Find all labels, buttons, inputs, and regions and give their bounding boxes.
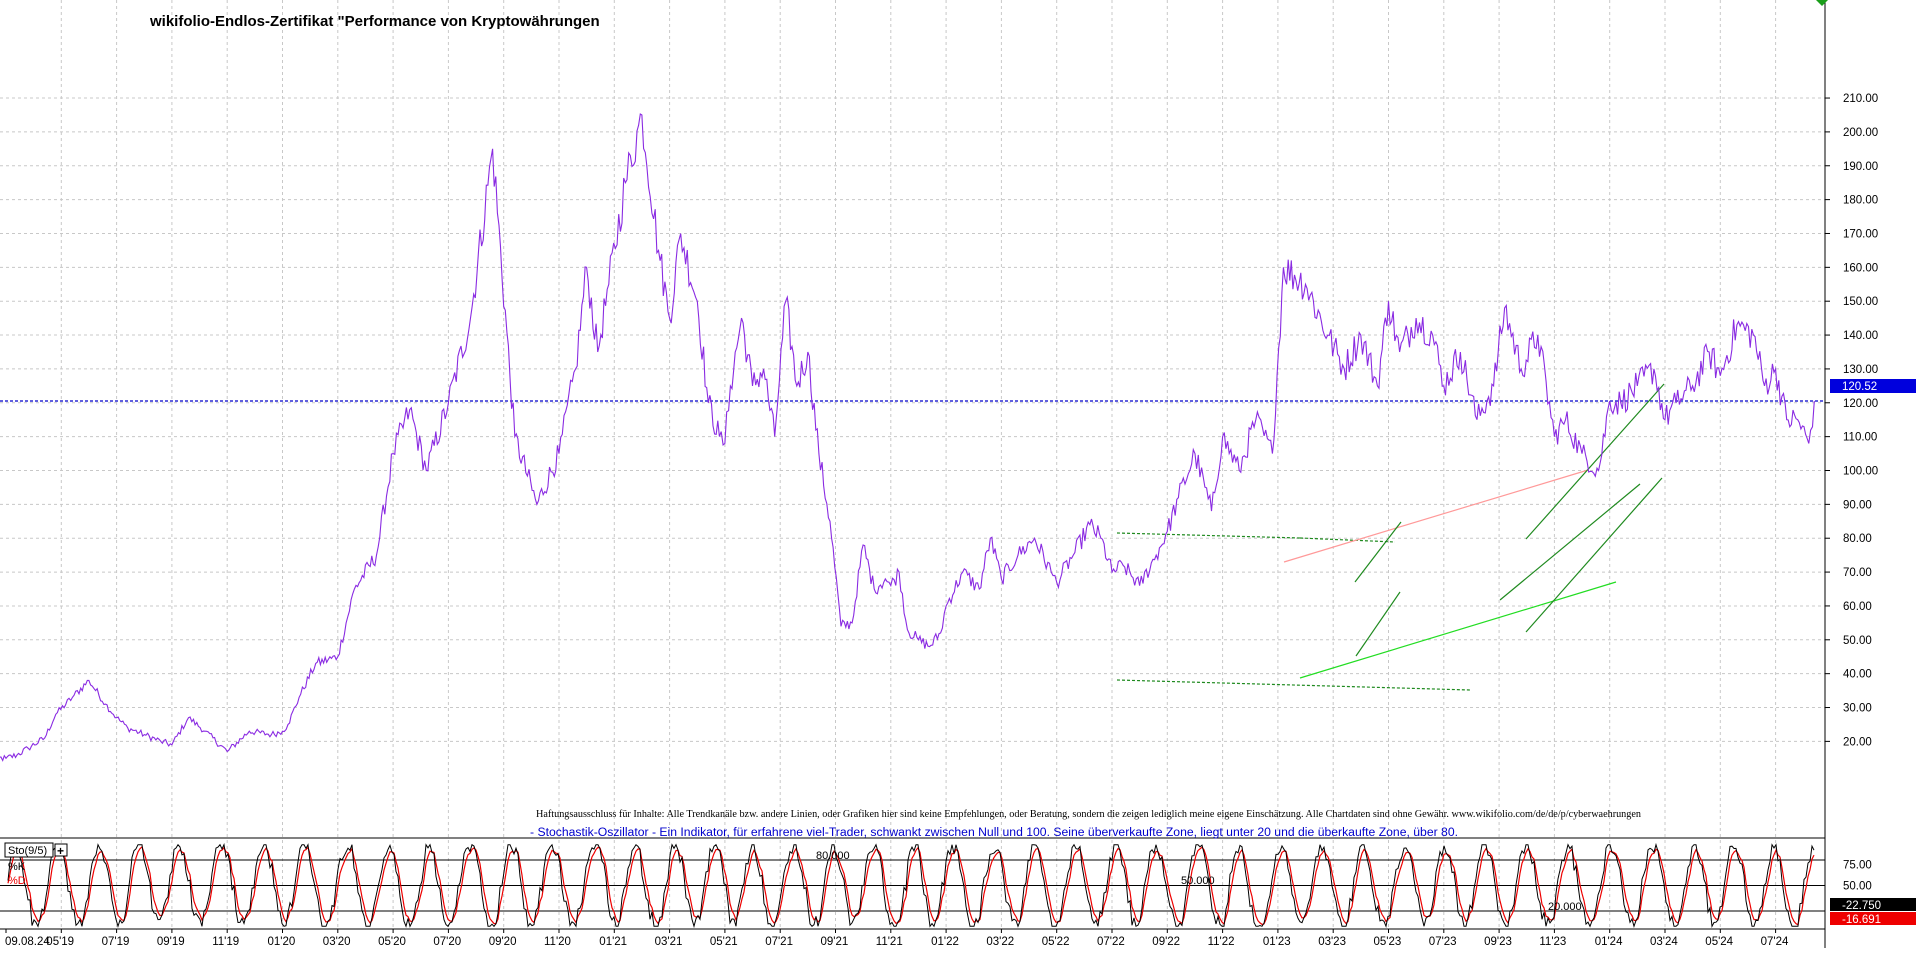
y-tick-label: 180.00	[1843, 195, 1878, 207]
y-tick-label: 90.00	[1843, 499, 1872, 511]
y-tick-label: 140.00	[1843, 330, 1878, 342]
x-tick-label: 01'21	[599, 936, 627, 948]
y-tick-label: 80.00	[1843, 533, 1872, 545]
y-tick-label: 170.00	[1843, 228, 1878, 240]
indicator-label: Sto(9/5)	[8, 845, 47, 857]
current-price-badge	[1830, 379, 1916, 393]
x-tick-label: 01'24	[1595, 936, 1623, 948]
x-tick-label: 11'19	[212, 936, 239, 948]
x-tick-label: 03'23	[1318, 936, 1346, 948]
y-tick-label: 60.00	[1843, 601, 1872, 613]
y-tick-label: 120.00	[1843, 398, 1878, 410]
channel-lower-dashed	[1116, 679, 1471, 691]
x-tick-label: 11'21	[876, 936, 903, 948]
stochastic-note: - Stochastik-Oszillator - Ein Indikator,…	[530, 827, 1458, 839]
channel-green-4	[1525, 477, 1663, 633]
x-tick-label: 09'19	[157, 936, 185, 948]
d-value-badge	[1830, 912, 1916, 925]
k-line	[7, 842, 1815, 929]
x-tick-label: 07'21	[765, 936, 793, 948]
y-tick-label: 190.00	[1843, 161, 1878, 173]
x-tick-label: 07'19	[102, 936, 130, 948]
y-tick-label: 210.00	[1843, 93, 1878, 105]
x-tick-label: 05'23	[1374, 936, 1402, 948]
channel-green-2	[1354, 521, 1402, 583]
osc-y-tick-label: 50.00	[1843, 881, 1872, 893]
current-price-label: 120.52	[1842, 381, 1877, 393]
x-tick-label: 01'23	[1263, 936, 1291, 948]
level-80-label: 80.000	[816, 850, 850, 862]
x-tick-label: 09'23	[1484, 936, 1512, 948]
channel-green-5	[1499, 483, 1641, 601]
plus-icon: +	[57, 844, 64, 858]
level-20-label: 20.000	[1548, 901, 1582, 913]
x-tick-label: 07'22	[1097, 936, 1125, 948]
k-value-badge	[1830, 898, 1916, 911]
y-tick-label: 130.00	[1843, 364, 1878, 376]
y-tick-label: 150.00	[1843, 296, 1878, 308]
scroll-marker-icon[interactable]	[1816, 0, 1828, 6]
channel-green-3	[1525, 383, 1665, 540]
x-tick-label: 09'22	[1152, 936, 1180, 948]
disclaimer-text: Haftungsausschluss für Inhalte: Alle Tre…	[536, 809, 1641, 820]
channel-upper-dashed	[1116, 532, 1301, 539]
level-50-label: 50.000	[1181, 875, 1215, 887]
resistance-pink-line	[1283, 469, 1589, 563]
x-tick-label: 09.08.24	[5, 936, 50, 948]
x-tick-label: 01'22	[931, 936, 959, 948]
x-tick-label: 09'20	[489, 936, 517, 948]
channel-green-1	[1355, 591, 1401, 657]
x-tick-label: 11'20	[544, 936, 571, 948]
x-tick-label: 05'19	[46, 936, 74, 948]
price-series-line	[0, 113, 1815, 762]
y-tick-label: 20.00	[1843, 736, 1872, 748]
x-tick-label: 05'21	[710, 936, 738, 948]
y-tick-label: 50.00	[1843, 635, 1872, 647]
x-tick-label: 03'21	[655, 936, 683, 948]
d-legend: %D	[8, 875, 26, 887]
x-tick-label: 11'23	[1539, 936, 1566, 948]
x-tick-label: 01'20	[268, 936, 296, 948]
x-tick-label: 07'24	[1761, 936, 1789, 948]
indicator-label-box	[4, 842, 54, 858]
x-tick-label: 03'22	[986, 936, 1014, 948]
x-tick-label: 07'20	[433, 936, 461, 948]
x-tick-label: 05'24	[1705, 936, 1733, 948]
y-tick-label: 100.00	[1843, 466, 1878, 478]
x-tick-label: 09'21	[821, 936, 849, 948]
support-green-line	[1299, 581, 1617, 679]
y-tick-label: 40.00	[1843, 669, 1872, 681]
k-value-label: -22.750	[1842, 900, 1881, 912]
channel-upper-dashed-ext	[1299, 537, 1396, 543]
k-legend: %K	[8, 861, 26, 873]
y-tick-label: 30.00	[1843, 703, 1872, 715]
x-tick-label: 11'22	[1208, 936, 1235, 948]
y-tick-label: 200.00	[1843, 127, 1878, 139]
indicator-expand-button[interactable]	[54, 843, 68, 857]
x-tick-label: 03'20	[323, 936, 351, 948]
x-tick-label: 05'22	[1042, 936, 1070, 948]
x-tick-label: 05'20	[378, 936, 406, 948]
osc-y-tick-label: 75.00	[1843, 859, 1872, 871]
y-tick-label: 160.00	[1843, 262, 1878, 274]
y-tick-label: 110.00	[1843, 432, 1877, 444]
d-value-label: -16.691	[1842, 914, 1881, 926]
x-tick-label: 07'23	[1429, 936, 1457, 948]
y-tick-label: 70.00	[1843, 567, 1872, 579]
x-tick-label: 03'24	[1650, 936, 1678, 948]
chart-title: wikifolio-Endlos-Zertifikat "Performance…	[149, 13, 600, 30]
